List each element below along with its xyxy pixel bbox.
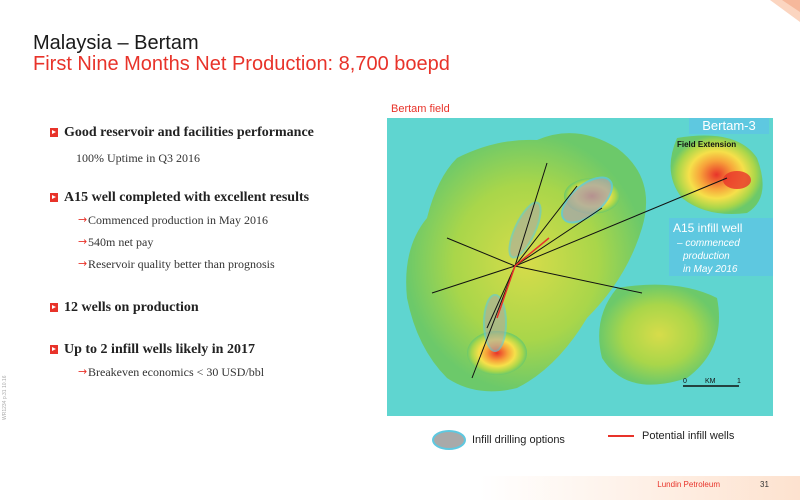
legend-label: Potential infill wells — [642, 430, 735, 442]
bullet-heading: Good reservoir and facilities performanc… — [64, 125, 314, 140]
sub-bullet-text: Commenced production in May 2016 — [88, 213, 268, 227]
red-line-icon — [608, 435, 634, 437]
sub-bullet: → Commenced production in May 2016 — [78, 213, 380, 228]
red-arrow-bullet-icon — [50, 193, 58, 202]
legend-infill-options: Infill drilling options — [432, 430, 565, 450]
document-code: WR1234 p.31 10.16 — [2, 375, 8, 420]
red-arrow-bullet-icon — [50, 128, 58, 137]
sub-bullet-text: Breakeven economics < 30 USD/bbl — [88, 365, 265, 379]
a15-callout-line: in May 2016 — [683, 264, 738, 275]
arrow-icon: → — [78, 235, 88, 248]
legend-potential-wells: Potential infill wells — [608, 430, 734, 442]
legend-label: Infill drilling options — [472, 434, 565, 446]
scale-one-label: 1 — [737, 378, 741, 385]
arrow-icon: → — [78, 365, 88, 378]
page-subtitle: First Nine Months Net Production: 8,700 … — [33, 53, 450, 75]
page-number: 31 — [760, 480, 769, 489]
bullet-list: Good reservoir and facilities performanc… — [50, 125, 380, 397]
infill-oval-icon — [432, 430, 466, 450]
sub-bullet: → Reservoir quality better than prognosis — [78, 257, 380, 272]
bullet-heading: 12 wells on production — [64, 300, 199, 315]
bullet-item: Up to 2 infill wells likely in 2017 → Bre… — [50, 342, 380, 380]
bullet-heading: Up to 2 infill wells likely in 2017 — [64, 342, 255, 357]
a15-callout-title: A15 infill well — [673, 221, 742, 235]
bullet-item: Good reservoir and facilities performanc… — [50, 125, 380, 166]
footer-company: Lundin Petroleum — [657, 480, 720, 489]
sub-bullet-text: 540m net pay — [88, 235, 154, 249]
a15-callout-line: production — [682, 251, 730, 262]
sub-bullet-text: Reservoir quality better than prognosis — [88, 257, 275, 271]
scale-zero-label: 0 — [683, 378, 687, 385]
field-extension-label: Field Extension — [677, 140, 736, 149]
page-title: Malaysia – Bertam — [33, 32, 199, 54]
scale-unit-label: KM — [705, 378, 716, 385]
red-arrow-bullet-icon — [50, 303, 58, 312]
bertam3-label: Bertam-3 — [702, 118, 755, 133]
bertam-field-map: Bertam-3 Field Extension A15 infill well… — [387, 118, 773, 416]
arrow-icon: → — [78, 213, 88, 226]
map-title: Bertam field — [391, 103, 450, 115]
bullet-detail: 100% Uptime in Q3 2016 — [76, 151, 200, 165]
bullet-item: 12 wells on production — [50, 300, 380, 316]
sub-bullet: → Breakeven economics < 30 USD/bbl — [78, 365, 380, 380]
bullet-heading: A15 well completed with excellent result… — [64, 190, 310, 205]
bullet-item: A15 well completed with excellent result… — [50, 190, 380, 272]
a15-callout-line: – commenced — [676, 238, 740, 249]
corner-decoration — [770, 0, 800, 22]
red-arrow-bullet-icon — [50, 345, 58, 354]
arrow-icon: → — [78, 257, 88, 270]
sub-bullet: → 540m net pay — [78, 235, 380, 250]
